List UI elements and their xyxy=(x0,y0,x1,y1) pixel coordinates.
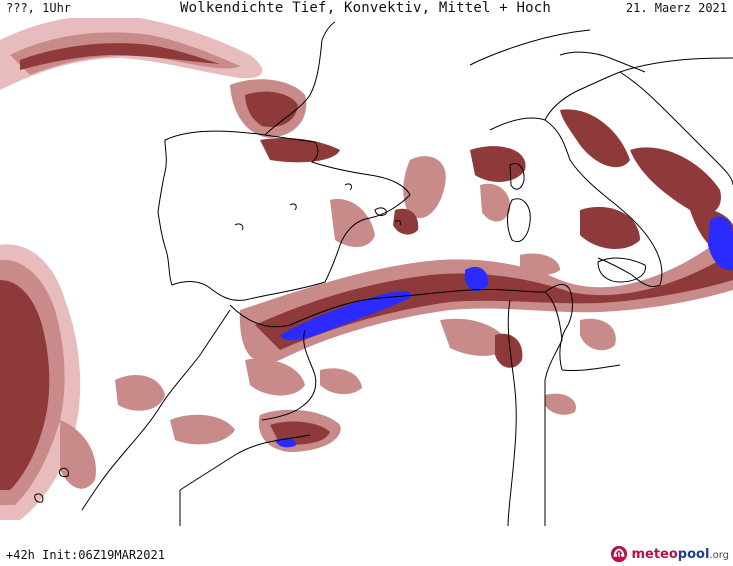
cloud-area xyxy=(560,109,630,168)
coastline xyxy=(289,203,297,211)
cloud-area xyxy=(320,368,362,395)
cloud-area-max xyxy=(280,290,411,341)
logo-text-part3: .org xyxy=(709,549,729,561)
coastline xyxy=(264,21,336,136)
map-header: ???, 1Uhr Wolkendichte Tief, Konvektiv, … xyxy=(0,0,733,18)
cloud-area xyxy=(330,199,375,247)
map-title: Wolkendichte Tief, Konvektiv, Mittel + H… xyxy=(180,0,552,16)
cloud-area-max xyxy=(708,216,733,271)
cloud-area xyxy=(20,43,220,70)
logo-text-part1: meteo xyxy=(631,546,678,562)
forecast-date: 21. Maerz 2021 xyxy=(625,1,727,15)
coastline xyxy=(544,283,573,371)
cloud-area xyxy=(60,420,96,489)
border xyxy=(619,57,733,73)
meteopool-logo-icon xyxy=(611,545,628,563)
coastline xyxy=(157,130,411,301)
cloud-area xyxy=(260,138,340,163)
cloud-area xyxy=(255,252,733,350)
coastline xyxy=(509,163,525,190)
cloud-density-map xyxy=(0,18,733,526)
coastline xyxy=(544,71,621,121)
border xyxy=(469,29,591,66)
coastline xyxy=(507,198,531,243)
coastline xyxy=(489,117,663,288)
cloud-area xyxy=(115,375,165,411)
cloud-area xyxy=(480,183,511,222)
cloud-area xyxy=(245,358,305,396)
cloud-area xyxy=(520,253,560,276)
meteopool-logo[interactable]: meteopool.org xyxy=(610,544,729,564)
cloud-area xyxy=(170,414,235,445)
coastline xyxy=(374,207,387,216)
coastline xyxy=(561,364,621,371)
border xyxy=(507,299,517,526)
logo-text-part2: pool xyxy=(677,546,710,562)
coastline xyxy=(229,288,563,381)
model-run-info: +42h Init:06Z19MAR2021 xyxy=(6,548,165,562)
coastline xyxy=(344,183,353,191)
coastline xyxy=(34,493,44,503)
cloud-area xyxy=(545,393,576,415)
cloud-layer xyxy=(0,18,733,520)
coastline xyxy=(597,257,646,283)
cloud-area xyxy=(440,318,510,356)
coastline xyxy=(59,467,69,478)
map-footer: +42h Init:06Z19MAR2021 meteopool.org xyxy=(0,540,733,566)
border xyxy=(261,329,317,421)
cloud-area-max xyxy=(465,266,489,292)
coastline xyxy=(81,309,231,511)
forecast-label: ???, 1Uhr xyxy=(6,1,72,15)
cloud-area-max xyxy=(275,438,296,448)
cloud-area xyxy=(393,208,419,235)
border xyxy=(559,51,646,73)
cloud-area xyxy=(470,146,526,182)
cloud-area xyxy=(495,333,523,368)
cloud-area xyxy=(630,147,721,214)
coastline xyxy=(394,220,401,226)
coastline xyxy=(234,223,244,231)
cloud-area xyxy=(403,156,446,219)
border xyxy=(179,434,311,491)
cloud-area xyxy=(580,318,616,351)
cloud-area xyxy=(580,206,640,250)
coastline xyxy=(619,71,733,186)
map-svg xyxy=(0,18,733,526)
cloud-area xyxy=(0,280,50,490)
coastline-layer xyxy=(34,21,733,526)
